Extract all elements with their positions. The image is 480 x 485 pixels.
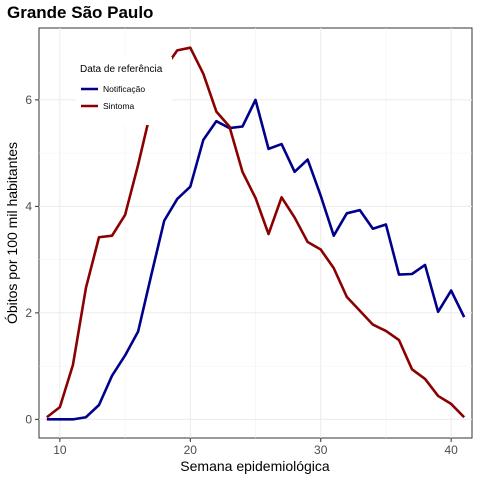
- legend-title: Data de referência: [80, 64, 163, 75]
- x-axis-ticks: 10 20 30 40: [53, 438, 458, 457]
- series-lines: [46, 46, 466, 421]
- x-tick-label: 30: [314, 443, 328, 457]
- chart-title: Grande São Paulo: [7, 3, 153, 22]
- legend-label-sintoma: Sintoma: [103, 101, 134, 111]
- x-tick-label: 20: [184, 443, 198, 457]
- legend-label-notificacao: Notificação: [103, 84, 145, 94]
- x-tick-label: 40: [444, 443, 458, 457]
- series-line-sintoma: [46, 46, 466, 419]
- y-axis-title: Óbitos por 100 mil habitantes: [4, 142, 20, 324]
- x-tick-label: 10: [53, 443, 67, 457]
- y-axis-ticks: 0 2 4 6: [25, 93, 39, 426]
- y-tick-label: 0: [25, 412, 32, 426]
- series-line-notificacao: [46, 98, 466, 421]
- y-tick-label: 6: [25, 93, 32, 107]
- legend: Data de referência Notificação Sintoma: [76, 57, 172, 125]
- x-axis-title: Semana epidemiológica: [180, 458, 330, 474]
- y-tick-label: 4: [25, 199, 32, 213]
- y-tick-label: 2: [25, 306, 32, 320]
- legend-background: [76, 57, 172, 125]
